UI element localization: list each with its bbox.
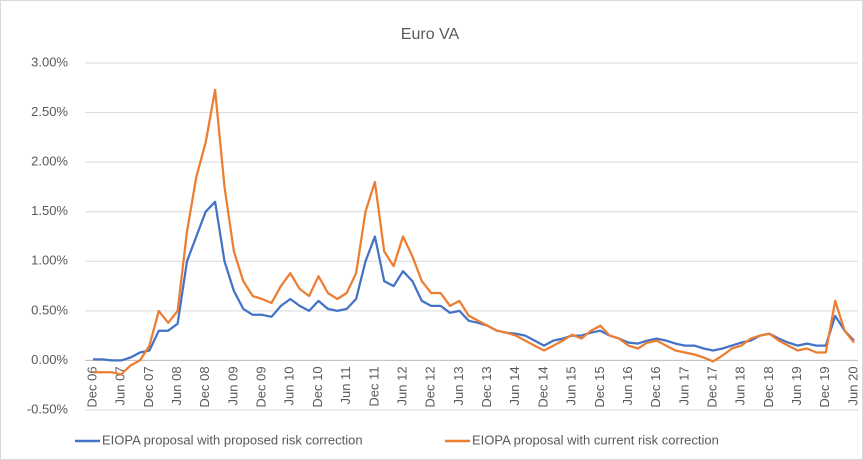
y-tick-label: 1.00%	[31, 253, 68, 268]
x-tick-label: Jun 18	[733, 366, 748, 405]
x-tick-label: Dec 06	[84, 366, 99, 407]
x-tick-label: Jun 13	[451, 366, 466, 405]
x-tick-label: Dec 10	[310, 366, 325, 407]
x-tick-label: Dec 12	[423, 366, 438, 407]
x-tick-label: Dec 18	[761, 366, 776, 407]
x-tick-label: Jun 17	[676, 366, 691, 405]
x-tick-label: Jun 11	[338, 366, 353, 404]
chart-title: Euro VA	[401, 26, 460, 43]
x-tick-label: Dec 14	[535, 366, 550, 407]
x-tick-label: Dec 09	[254, 366, 269, 407]
y-tick-label: 0.00%	[31, 352, 68, 367]
y-tick-label: 2.50%	[31, 104, 68, 119]
x-tick-label: Jun 14	[507, 366, 522, 405]
legend-label: EIOPA proposal with current risk correct…	[472, 432, 719, 447]
x-tick-label: Jun 20	[845, 366, 860, 405]
x-tick-label: Jun 16	[620, 366, 635, 405]
y-tick-label: 3.00%	[31, 54, 68, 69]
x-tick-label: Dec 07	[141, 366, 156, 407]
series-line	[93, 200, 855, 362]
x-tick-label: Jun 08	[169, 366, 184, 405]
x-tick-label: Dec 11	[366, 366, 381, 406]
x-tick-label: Dec 13	[479, 366, 494, 407]
x-tick-label: Jun 07	[113, 366, 128, 405]
y-tick-label: 2.00%	[31, 154, 68, 169]
series-line	[93, 88, 855, 376]
y-tick-label: 1.50%	[31, 203, 68, 218]
x-tick-label: Jun 09	[225, 366, 240, 405]
y-tick-label: 0.50%	[31, 302, 68, 317]
x-tick-label: Jun 19	[789, 366, 804, 405]
x-tick-label: Dec 16	[648, 366, 663, 407]
x-tick-label: Dec 15	[592, 366, 607, 407]
y-tick-label: -0.50%	[27, 401, 69, 416]
x-tick-label: Jun 10	[282, 366, 297, 405]
legend-label: EIOPA proposal with proposed risk correc…	[102, 432, 363, 447]
x-tick-label: Dec 17	[705, 366, 720, 407]
x-tick-label: Dec 19	[817, 366, 832, 407]
x-tick-label: Dec 08	[197, 366, 212, 407]
x-tick-label: Jun 15	[564, 366, 579, 405]
x-tick-label: Jun 12	[394, 366, 409, 405]
